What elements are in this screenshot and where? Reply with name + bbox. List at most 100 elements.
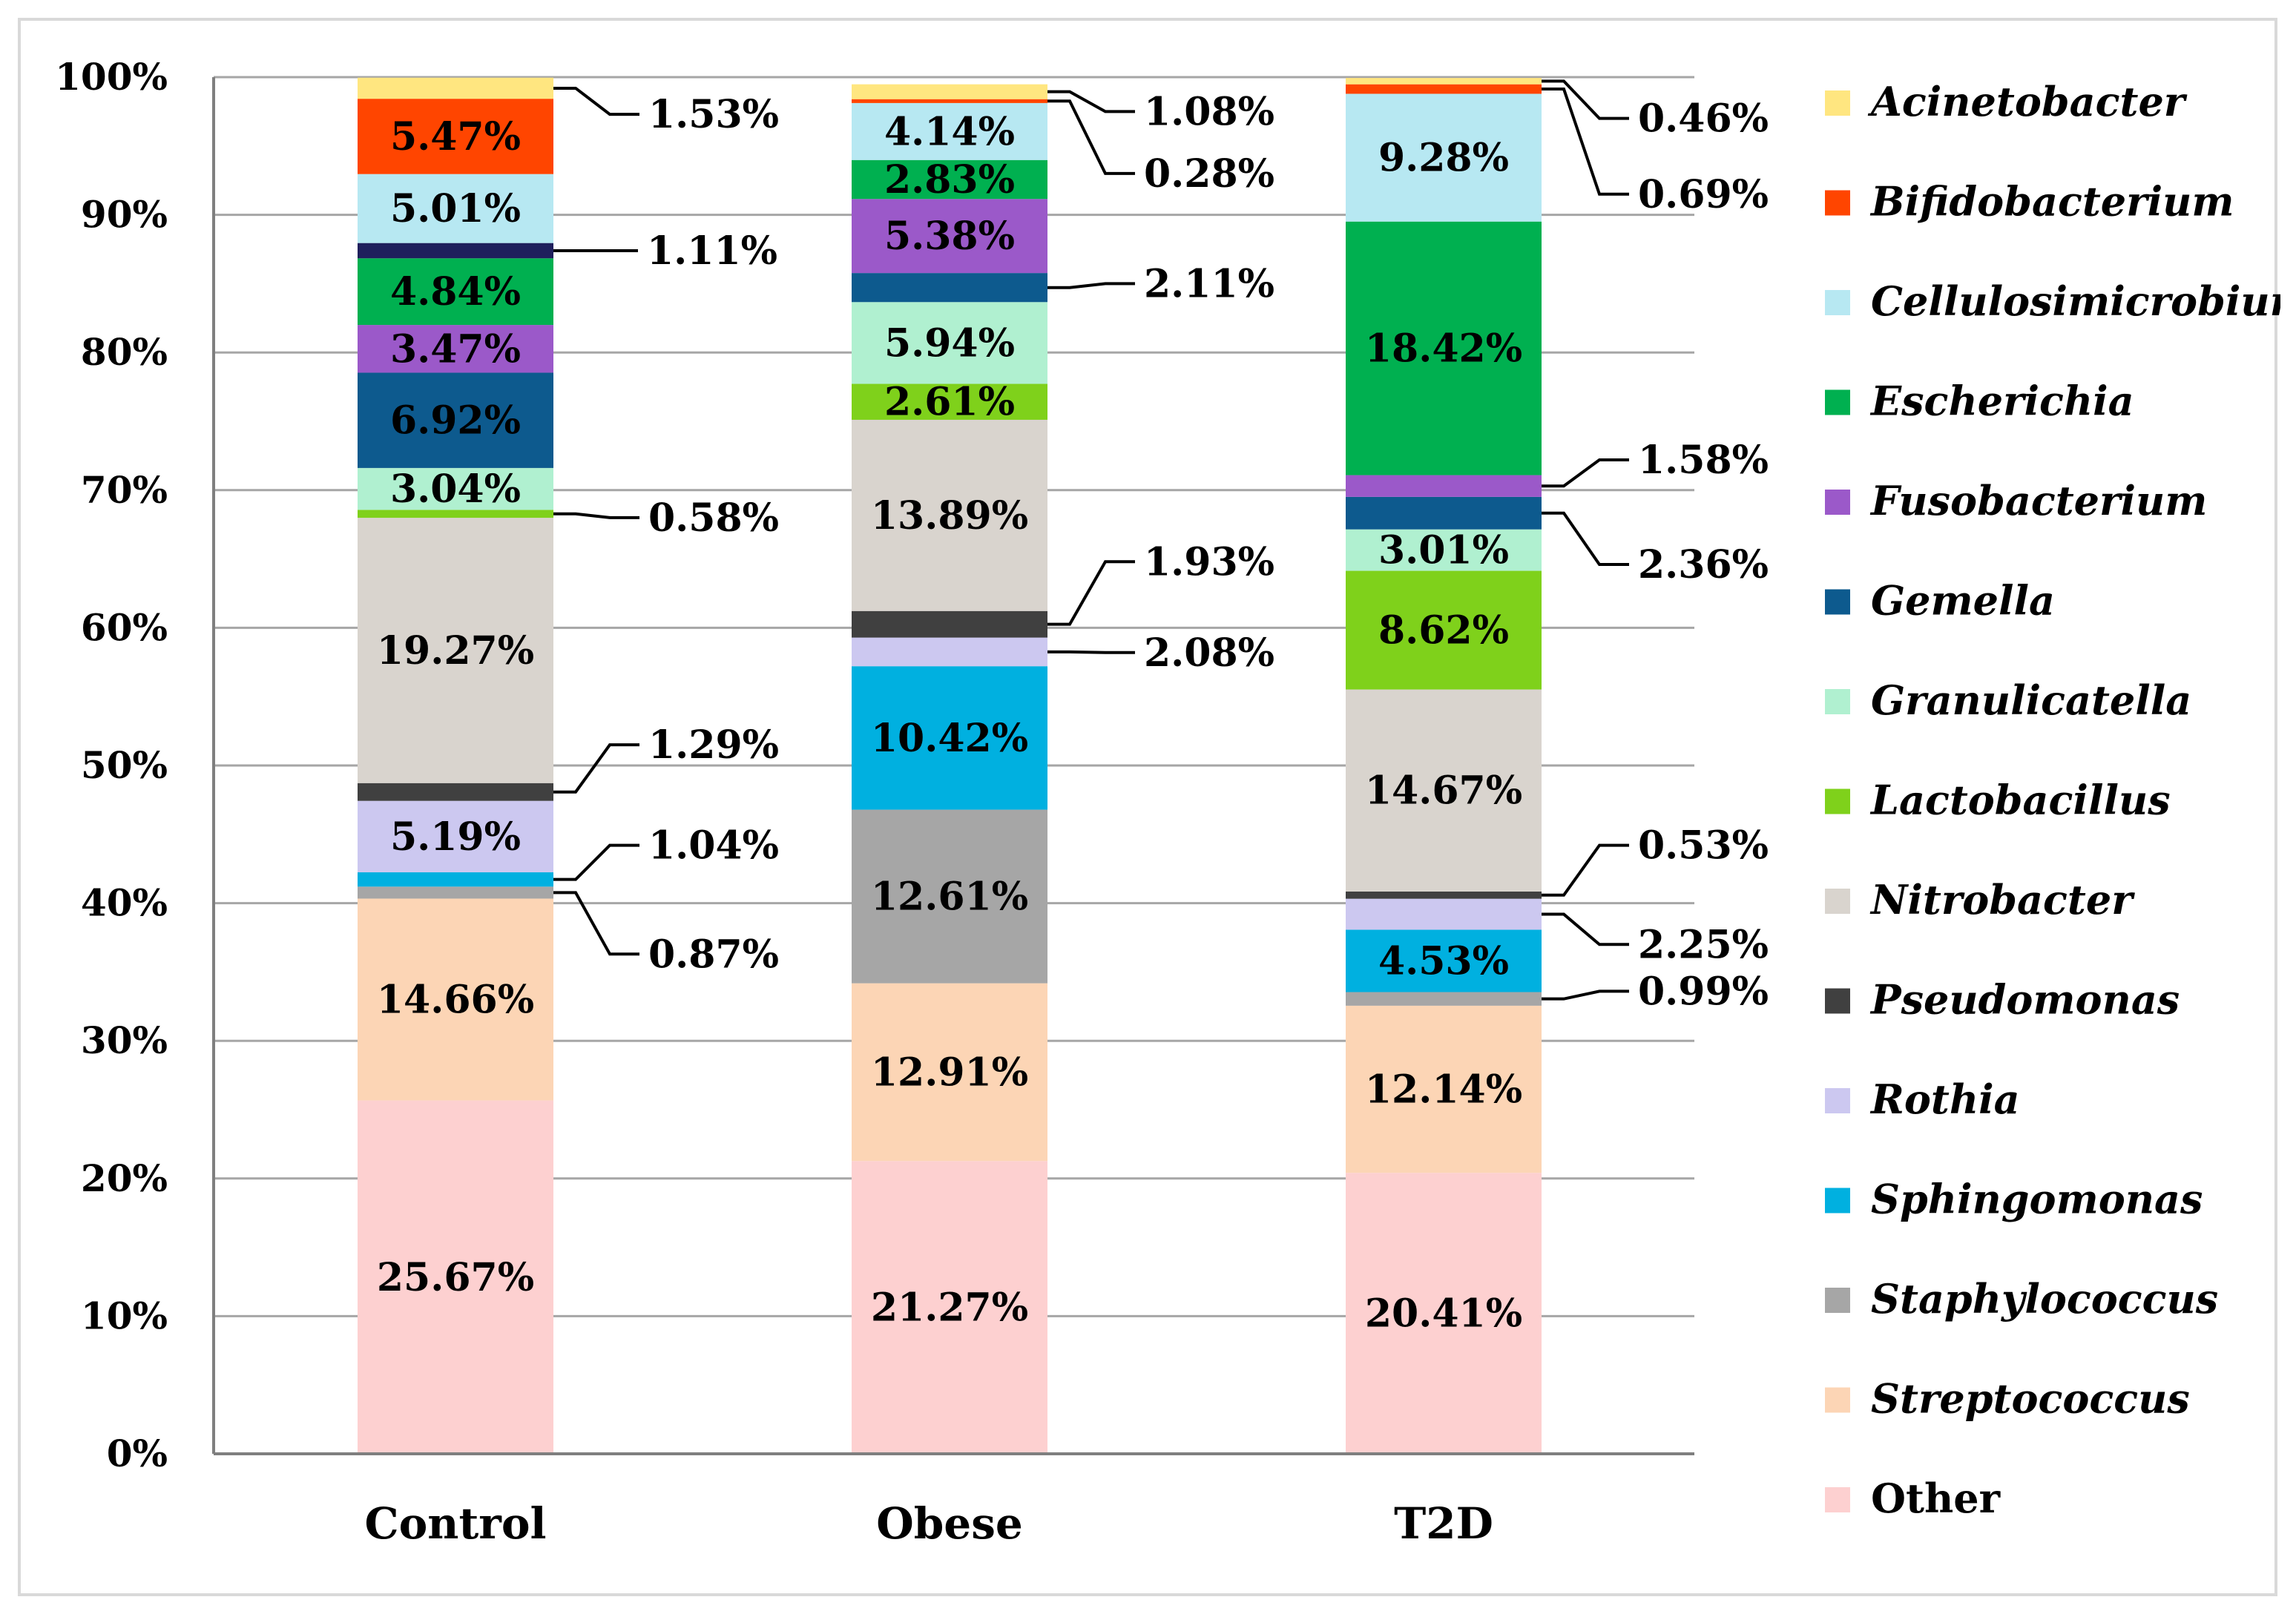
- y-tick-label: 100%: [55, 55, 168, 99]
- legend-label: Sphingomonas: [1871, 1176, 2203, 1223]
- y-tick-label: 60%: [81, 605, 168, 649]
- leader-line: [1542, 88, 1629, 196]
- legend-label: Streptococcus: [1871, 1375, 2190, 1423]
- y-tick-label: 10%: [81, 1294, 168, 1337]
- bar-segment-obese-lactobacillus: [852, 383, 1047, 420]
- legend-label: Granulicatella: [1871, 676, 2191, 724]
- data-label: 19.27%: [377, 628, 534, 674]
- data-label: 25.67%: [377, 1255, 534, 1300]
- legend-label: Lactobacillus: [1869, 777, 2171, 824]
- bar-segment-t2d-granulicatella: [1346, 529, 1542, 571]
- data-label: 4.84%: [390, 269, 521, 314]
- leader-line: [1542, 458, 1629, 488]
- legend-label: Cellulosimicrobium: [1871, 277, 2280, 325]
- data-label: 20.41%: [1365, 1291, 1522, 1337]
- leader-line: [1047, 560, 1135, 626]
- bar-segment-obese-other: [852, 1161, 1047, 1454]
- leader-line: [1542, 989, 1629, 1001]
- bar-segment-control-lactobacillus: [358, 510, 553, 518]
- leader-line: [1542, 912, 1629, 946]
- y-tick-label: 20%: [81, 1156, 168, 1200]
- bar-segment-obese-gemella: [852, 273, 1047, 303]
- bar-segment-t2d-acinetobacter: [1346, 78, 1542, 85]
- bar-segment-t2d-other: [1346, 1173, 1542, 1454]
- leader-line: [1542, 79, 1629, 120]
- data-label: 5.47%: [390, 114, 521, 159]
- bar-segment-obese-fusobacterium: [852, 199, 1047, 274]
- bar-segment-obese-rothia: [852, 637, 1047, 667]
- data-label: 14.66%: [377, 978, 534, 1023]
- data-label: 3.47%: [390, 326, 521, 372]
- legend-swatch-rothia: [1825, 1088, 1850, 1113]
- legend-swatch-gemella: [1825, 589, 1850, 615]
- data-label: 1.53%: [648, 92, 779, 137]
- bar-segment-control-staphylococcus: [358, 886, 553, 899]
- legend-label: Escherichia: [1869, 378, 2134, 425]
- legend-label: Pseudomonas: [1869, 976, 2180, 1024]
- data-label: 8.62%: [1378, 608, 1509, 653]
- bar-segment-control-fusobacterium: [358, 325, 553, 373]
- data-label: 1.58%: [1638, 438, 1769, 483]
- bar-segment-control-gemella: [358, 372, 553, 468]
- legend-label: Bifidobacterium: [1869, 178, 2234, 225]
- leader-line: [1047, 650, 1135, 654]
- chart-container: 0% 10% 20% 30% 40% 50% 60% 70% 80% 90% 100% 25.67% 1…: [18, 18, 2280, 1596]
- leader-line: [553, 843, 639, 881]
- bar-segment-control-acinetobacter: [358, 77, 553, 99]
- data-label: 13.89%: [871, 493, 1028, 539]
- data-label: 0.69%: [1638, 172, 1769, 217]
- bar-segment-control-streptococcus: [358, 898, 553, 1101]
- bar-segment-t2d-rothia: [1346, 898, 1542, 930]
- bar-segment-control-granulicatella: [358, 467, 553, 510]
- data-label: 2.61%: [884, 380, 1015, 425]
- leader-line: [1047, 90, 1135, 113]
- data-label: 0.28%: [1144, 151, 1274, 197]
- bar-segment-t2d-bifidobacterium: [1346, 84, 1542, 94]
- y-tick-label: 70%: [81, 468, 168, 512]
- bar-segment-obese-nitrobacter: [852, 419, 1047, 611]
- bar-segment-control-navy: [358, 243, 553, 259]
- data-label: 12.14%: [1365, 1067, 1522, 1113]
- data-label: 9.28%: [1378, 136, 1509, 181]
- bar-segment-obese-pseudomonas: [852, 610, 1047, 638]
- data-label: 5.01%: [390, 186, 521, 231]
- bar-segment-control-escherichia: [358, 258, 553, 326]
- legend-swatch-other: [1825, 1487, 1850, 1512]
- legend-swatch-pseudomonas: [1825, 988, 1850, 1014]
- legend-swatch-lactobacillus: [1825, 788, 1850, 814]
- y-tick-label: 90%: [81, 193, 168, 237]
- data-label: 4.14%: [884, 109, 1015, 154]
- leader-line: [553, 512, 639, 519]
- data-label: 2.83%: [884, 157, 1015, 202]
- legend-label: Other: [1871, 1475, 2001, 1522]
- data-label: 21.27%: [871, 1285, 1028, 1331]
- legend-label: Acinetobacter: [1867, 78, 2188, 125]
- bar-segment-control-cellulosimicrobium: [358, 174, 553, 243]
- legend-swatch-escherichia: [1825, 389, 1850, 415]
- data-label: 2.25%: [1638, 922, 1769, 967]
- bar-segment-obese-acinetobacter: [852, 84, 1047, 99]
- y-tick-label: 50%: [81, 743, 168, 787]
- x-category-label: T2D: [1394, 1498, 1493, 1549]
- data-label: 4.53%: [1378, 938, 1509, 984]
- data-label: 12.91%: [871, 1050, 1028, 1095]
- data-label: 0.53%: [1638, 823, 1769, 869]
- data-label: 1.04%: [648, 823, 779, 869]
- data-label: 1.29%: [648, 722, 779, 768]
- data-label: 12.61%: [871, 875, 1028, 920]
- legend-swatch-bifidobacterium: [1825, 190, 1850, 216]
- data-label: 3.04%: [390, 467, 521, 512]
- bar-segment-control-other: [358, 1100, 553, 1454]
- y-tick-label: 40%: [81, 881, 168, 925]
- leader-line: [1542, 843, 1629, 897]
- bar-segment-control-nitrobacter: [358, 518, 553, 783]
- legend-swatch-granulicatella: [1825, 689, 1850, 714]
- stacked-bar-chart: 0% 10% 20% 30% 40% 50% 60% 70% 80% 90% 100% 25.67% 1…: [55, 55, 2280, 1549]
- legend-label: Rothia: [1869, 1076, 2020, 1123]
- data-label: 2.11%: [1144, 261, 1274, 306]
- data-label: 1.93%: [1144, 539, 1274, 584]
- bar-segment-control-pseudomonas: [358, 783, 553, 801]
- data-label: 5.19%: [390, 814, 521, 860]
- leader-line: [553, 743, 639, 794]
- bar-segment-obese-escherichia: [852, 159, 1047, 200]
